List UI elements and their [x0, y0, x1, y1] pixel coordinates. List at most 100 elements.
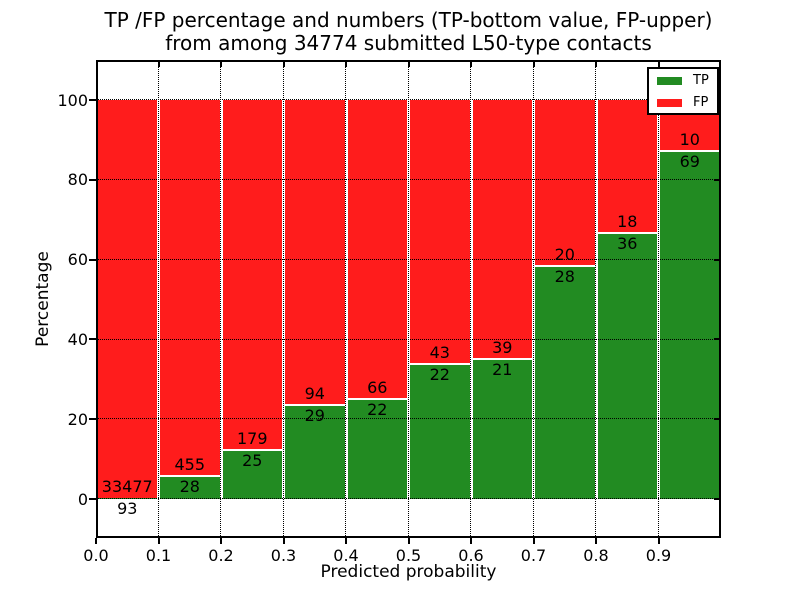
plot-area: 33477 93 455 28 179 25 94 29 66 22 43 22 39 21 20 28 18 3… — [96, 60, 721, 538]
bar-segment-tp-9 — [658, 150, 721, 499]
bar-segment-fp-1 — [158, 100, 221, 476]
bar-segment-tp-2 — [221, 450, 284, 499]
gridline-y-60 — [96, 258, 721, 260]
bar-label-tp-3: 29 — [304, 405, 325, 425]
x-tick-0.2 — [220, 538, 222, 544]
y-tick-80 — [89, 178, 96, 181]
legend-swatch-fp — [657, 99, 682, 107]
bar-label-tp-1: 28 — [179, 476, 200, 496]
x-tick-0.4 — [345, 538, 347, 544]
bar-segment-tp-7 — [533, 266, 596, 499]
legend-entry-fp: FP — [649, 93, 717, 113]
y-tick-label-0: 0 — [77, 489, 88, 509]
bar-label-tp-8: 36 — [617, 234, 638, 253]
bar-segment-fp-2 — [221, 100, 284, 451]
x-tick-0.8 — [595, 538, 597, 544]
bar-segment-divider-5 — [408, 362, 471, 365]
top-tick-2 — [220, 60, 222, 67]
legend-label-fp: FP — [693, 95, 709, 110]
x-tick-label-0.8: 0.8 — [583, 546, 609, 565]
x-tick-label-0.9: 0.9 — [645, 546, 672, 565]
bar-segment-divider-6 — [471, 358, 534, 361]
gridline-x-0.1 — [157, 60, 159, 538]
y-tick-0 — [89, 498, 96, 500]
bar-segment-divider-9 — [658, 149, 721, 152]
gridline-x-0.5 — [407, 60, 409, 538]
top-tick-7 — [532, 60, 535, 67]
gridline-x-0.2 — [220, 60, 222, 538]
bar-label-tp-5: 22 — [429, 364, 450, 384]
y-tick-40 — [89, 338, 96, 341]
bar-segment-fp-4 — [346, 100, 409, 400]
gridline-x-0.6 — [470, 60, 472, 538]
top-tick-8 — [595, 60, 597, 67]
bar-segment-divider-3 — [283, 403, 346, 406]
bar-label-fp-8: 18 — [617, 212, 638, 231]
x-tick-label-0.1: 0.1 — [145, 546, 172, 565]
bar-label-fp-5: 43 — [429, 342, 450, 362]
bar-segment-divider-7 — [533, 265, 596, 268]
bar-segment-fp-6 — [471, 100, 534, 360]
chart-title: TP /FP percentage and numbers (TP-bottom… — [96, 9, 721, 55]
chart-title-line2: from among 34774 submitted L50-type cont… — [165, 31, 652, 55]
y-tick-label-40: 40 — [67, 329, 88, 349]
x-tick-0.5 — [407, 538, 410, 544]
y-tick-100 — [89, 99, 96, 101]
gridline-y-40 — [96, 338, 721, 340]
x-tick-label-0.0: 0.0 — [83, 546, 109, 565]
bar-label-fp-4: 66 — [367, 378, 388, 398]
bar-segment-tp-4 — [346, 399, 409, 499]
bar-label-tp-4: 22 — [367, 400, 388, 420]
bar-label-fp-6: 39 — [492, 338, 513, 358]
x-tick-label-0.3: 0.3 — [270, 546, 297, 565]
top-tick-1 — [157, 60, 160, 67]
bar-segment-tp-1 — [158, 475, 221, 499]
bar-segment-fp-5 — [408, 100, 471, 364]
bar-label-fp-2: 179 — [236, 429, 268, 449]
bar-label-tp-9: 69 — [679, 151, 700, 171]
gridline-x-0.4 — [345, 60, 347, 538]
gridline-y-100 — [96, 99, 721, 101]
x-axis-label: Predicted probability — [320, 562, 497, 582]
gridline-y-80 — [96, 179, 721, 181]
x-tick-label-0.7: 0.7 — [520, 546, 547, 565]
y-tick-label-80: 80 — [67, 170, 88, 190]
x-tick-label-0.5: 0.5 — [395, 546, 422, 565]
bar-segment-tp-6 — [471, 359, 534, 499]
bar-label-tp-6: 21 — [492, 360, 513, 380]
x-tick-0.6 — [470, 538, 472, 544]
gridline-x-0.3 — [282, 60, 284, 538]
top-tick-3 — [282, 60, 285, 67]
bar-segment-tp-5 — [408, 363, 471, 499]
bar-label-fp-3: 94 — [304, 383, 325, 403]
gridline-y-20 — [96, 418, 721, 420]
top-tick-9 — [657, 60, 660, 67]
gridline-x-0.8 — [595, 60, 597, 538]
y-tick-label-60: 60 — [67, 250, 88, 270]
legend-swatch-tp — [657, 77, 682, 85]
right-tick-20 — [714, 418, 721, 421]
bar-segment-divider-4 — [346, 398, 409, 401]
y-tick-60 — [89, 258, 96, 261]
bar-segment-divider-8 — [596, 232, 659, 234]
top-tick-6 — [470, 60, 472, 67]
legend-label-tp: TP — [693, 73, 709, 88]
bar-segment-fp-7 — [533, 100, 596, 267]
top-tick-4 — [345, 60, 347, 67]
right-tick-40 — [714, 338, 721, 341]
bar-label-fp-1: 455 — [174, 454, 206, 474]
bar-segment-divider-2 — [221, 449, 284, 452]
chart-title-line1: TP /FP percentage and numbers (TP-bottom… — [104, 8, 713, 32]
x-tick-label-0.4: 0.4 — [333, 546, 359, 565]
right-tick-60 — [714, 258, 721, 261]
y-tick-label-100: 100 — [57, 90, 88, 110]
bar-segment-divider-1 — [158, 474, 221, 477]
bar-label-tp-7: 28 — [554, 267, 575, 287]
x-tick-0.3 — [282, 538, 285, 544]
top-tick-5 — [407, 60, 410, 67]
bar-segment-fp-3 — [283, 100, 346, 405]
gridline-x-0.9 — [657, 60, 659, 538]
bar-label-fp-9: 10 — [679, 129, 700, 149]
bar-segment-tp-8 — [596, 233, 659, 499]
